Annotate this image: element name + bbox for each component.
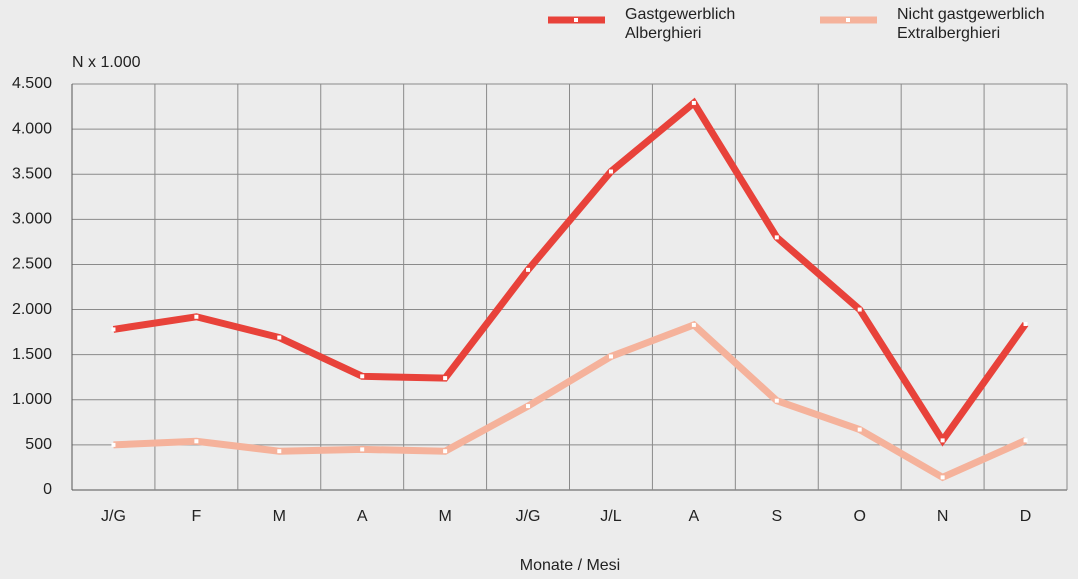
- y-tick-label: 1.000: [12, 391, 52, 408]
- x-axis-label: Monate / Mesi: [520, 557, 620, 574]
- legend-marker: [846, 18, 850, 22]
- y-tick-label: 2.500: [12, 256, 52, 273]
- x-tick-label: O: [853, 508, 865, 525]
- legend-label: Nicht gastgewerblich Extralberghieri: [897, 5, 1045, 43]
- x-tick-label: M: [438, 508, 451, 525]
- point-marker: [858, 428, 862, 432]
- point-marker: [277, 336, 281, 340]
- y-tick-label: 3.500: [12, 165, 52, 182]
- point-marker: [443, 449, 447, 453]
- y-tick-label: 500: [25, 436, 52, 453]
- x-tick-label: F: [191, 508, 201, 525]
- point-marker: [277, 449, 281, 453]
- x-tick-label: J/G: [516, 508, 541, 525]
- point-marker: [692, 323, 696, 327]
- page: N x 1.000 Monate / Mesi 0 500 1.000 1.500 2.…: [0, 0, 1078, 579]
- point-marker: [360, 447, 364, 451]
- x-tick-label: A: [357, 508, 368, 525]
- point-marker: [111, 443, 115, 447]
- x-tick-label: M: [273, 508, 286, 525]
- x-tick-label: J/G: [101, 508, 126, 525]
- y-tick-label: 0: [43, 481, 52, 498]
- chart: N x 1.000 Monate / Mesi 0 500 1.000 1.500 2.…: [0, 0, 1078, 579]
- point-marker: [194, 315, 198, 319]
- point-marker: [1024, 438, 1028, 442]
- point-marker: [941, 438, 945, 442]
- x-tick-label: N: [937, 508, 949, 525]
- point-marker: [775, 399, 779, 403]
- point-marker: [526, 404, 530, 408]
- point-marker: [692, 101, 696, 105]
- point-marker: [609, 354, 613, 358]
- point-marker: [858, 308, 862, 312]
- y-tick-label: 2.000: [12, 301, 52, 318]
- point-marker: [194, 439, 198, 443]
- y-tick-label: 1.500: [12, 346, 52, 363]
- point-marker: [775, 235, 779, 239]
- point-marker: [360, 374, 364, 378]
- legend-label: Gastgewerblich Alberghieri: [625, 5, 735, 43]
- legend-marker: [574, 18, 578, 22]
- point-marker: [443, 376, 447, 380]
- point-marker: [1024, 322, 1028, 326]
- y-tick-label: 4.500: [12, 75, 52, 92]
- point-marker: [111, 327, 115, 331]
- x-tick-label: J/L: [600, 508, 621, 525]
- y-axis-label: N x 1.000: [72, 54, 141, 71]
- point-marker: [941, 475, 945, 479]
- point-marker: [609, 170, 613, 174]
- y-tick-label: 3.000: [12, 211, 52, 228]
- point-marker: [526, 268, 530, 272]
- x-tick-label: A: [689, 508, 700, 525]
- y-tick-label: 4.000: [12, 120, 52, 137]
- x-tick-label: D: [1020, 508, 1032, 525]
- x-tick-label: S: [771, 508, 782, 525]
